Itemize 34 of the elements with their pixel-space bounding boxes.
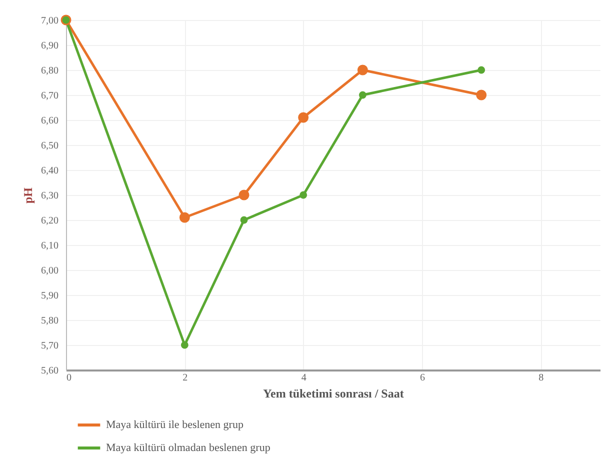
point xyxy=(357,64,368,76)
y-tick-label: 6,20 xyxy=(41,216,58,226)
y-tick-label: 6,10 xyxy=(41,240,58,252)
y-tick-label: 5,70 xyxy=(41,340,58,352)
point xyxy=(298,112,309,123)
point xyxy=(179,212,190,223)
y-tick-label: 6,00 xyxy=(41,266,58,276)
x-tick-label: 6 xyxy=(420,372,425,384)
y-tick-label: 6,80 xyxy=(41,66,58,76)
y-tick-label: 6,40 xyxy=(41,166,58,176)
point xyxy=(476,90,487,100)
y-tick-label: 5,90 xyxy=(41,290,58,302)
point xyxy=(240,216,248,224)
x-tick-label: 0 xyxy=(66,372,72,384)
point xyxy=(478,66,486,74)
legend-label: Maya kültürü olmadan beslenen grup xyxy=(106,442,271,454)
y-tick-label: 7,00 xyxy=(41,16,58,26)
y-axis-title: pH xyxy=(21,186,35,204)
y-tick-label: 6,60 xyxy=(41,116,58,126)
legend-label: Maya kültürü ile beslenen grup xyxy=(106,419,244,431)
y-tick-label: 6,70 xyxy=(41,90,58,102)
y-tick-label: 6,30 xyxy=(41,190,58,202)
y-tick-label: 6,50 xyxy=(41,140,58,152)
point xyxy=(238,190,250,200)
point xyxy=(180,341,188,349)
x-tick-label: 4 xyxy=(301,372,306,384)
y-tick-label: 5,60 xyxy=(41,366,58,376)
point xyxy=(300,191,308,199)
point xyxy=(358,91,366,99)
y-tick-label: 5,80 xyxy=(41,316,58,326)
x-axis-title: Yem tüketimi sonrası / Saat xyxy=(263,386,404,400)
y-tick-label: 6,90 xyxy=(41,40,58,52)
x-tick-label: 8 xyxy=(538,372,544,384)
x-tick-label: 2 xyxy=(182,372,188,384)
